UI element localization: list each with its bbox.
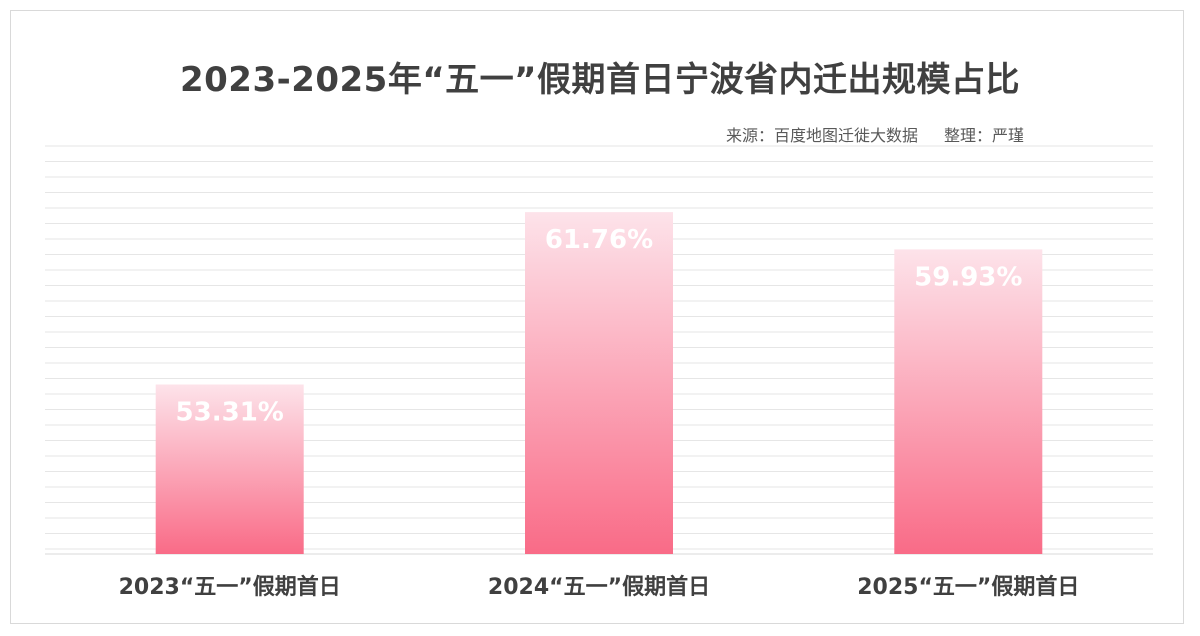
- bar-3: [894, 249, 1043, 554]
- bars: [155, 212, 1043, 554]
- category-label-2: 2024“五一”假期首日: [488, 574, 710, 600]
- bar-value-label-3: 59.93%: [914, 262, 1022, 292]
- compiler-text: 整理：严瑾: [943, 126, 1024, 145]
- bar-labels: 53.31% 61.76% 59.93%: [176, 225, 1023, 427]
- bar-value-label-1: 53.31%: [176, 398, 284, 428]
- source-text: 来源：百度地图迁徙大数据: [725, 126, 918, 145]
- category-label-1: 2023“五一”假期首日: [119, 574, 341, 600]
- category-labels: 2023“五一”假期首日 2024“五一”假期首日 2025“五一”假期首日: [119, 574, 1080, 600]
- bar-2: [525, 212, 673, 554]
- source-note: 来源：百度地图迁徙大数据 整理：严瑾: [726, 122, 1024, 146]
- chart-title: 2023-2025年“五一”假期首日宁波省内迁出规模占比: [179, 60, 1021, 100]
- bar-1: [155, 384, 304, 554]
- category-label-3: 2025“五一”假期首日: [857, 574, 1079, 600]
- bar-value-label-2: 61.76%: [545, 225, 653, 255]
